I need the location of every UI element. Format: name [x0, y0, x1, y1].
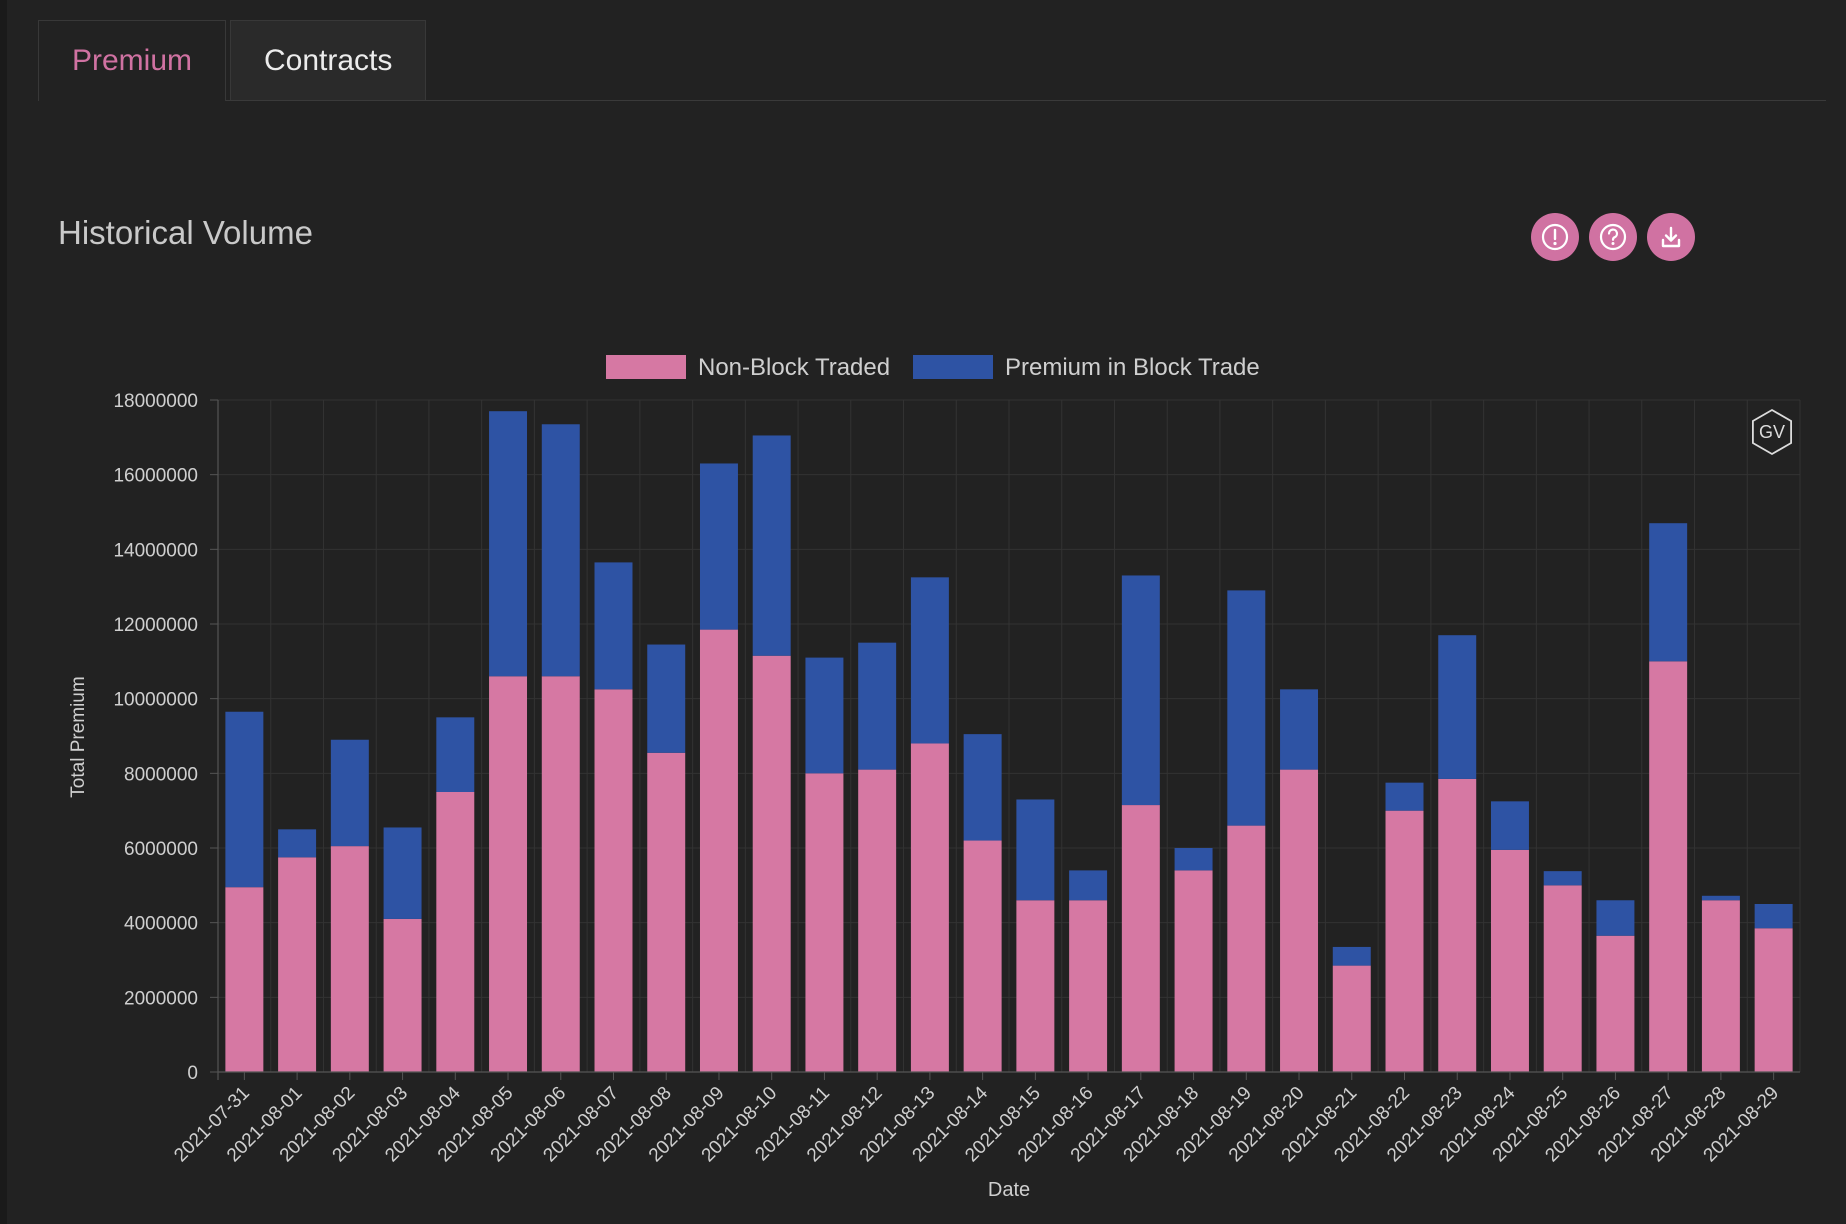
- bar-block[interactable]: [1754, 904, 1793, 929]
- watermark-logo: GV: [1752, 408, 1792, 456]
- bar-non-block[interactable]: [1490, 849, 1529, 1072]
- y-tick-label: 14000000: [113, 540, 198, 561]
- tab-premium[interactable]: Premium: [38, 20, 227, 101]
- bar-block[interactable]: [1490, 801, 1529, 850]
- bar-block[interactable]: [1438, 635, 1477, 779]
- y-tick-label: 6000000: [124, 839, 198, 860]
- bar-block[interactable]: [1332, 946, 1371, 966]
- legend-swatch-block[interactable]: [913, 355, 993, 379]
- download-button[interactable]: [1647, 213, 1695, 261]
- bar-block[interactable]: [1280, 689, 1319, 770]
- legend-label-non-block[interactable]: Non-Block Traded: [698, 354, 890, 381]
- bar-non-block[interactable]: [647, 752, 686, 1072]
- help-icon: [1599, 223, 1627, 251]
- bar-non-block[interactable]: [594, 689, 633, 1072]
- bar-block[interactable]: [858, 642, 897, 770]
- help-button[interactable]: [1589, 213, 1637, 261]
- bar-non-block[interactable]: [1649, 661, 1688, 1072]
- bar-non-block[interactable]: [1227, 825, 1266, 1072]
- bar-non-block[interactable]: [699, 629, 738, 1072]
- bar-block[interactable]: [699, 463, 738, 630]
- bar-non-block[interactable]: [1121, 805, 1160, 1072]
- bar-block[interactable]: [805, 657, 844, 774]
- bar-block[interactable]: [541, 424, 580, 677]
- bar-non-block[interactable]: [436, 792, 475, 1072]
- bar-block[interactable]: [647, 644, 686, 753]
- bar-block[interactable]: [1596, 900, 1635, 936]
- bar-block[interactable]: [594, 562, 633, 690]
- bar-non-block[interactable]: [910, 743, 949, 1072]
- bar-non-block[interactable]: [1174, 870, 1213, 1072]
- legend-label-block[interactable]: Premium in Block Trade: [1005, 354, 1260, 381]
- bars: [225, 411, 1793, 1072]
- bar-block[interactable]: [752, 435, 791, 656]
- info-icon: [1541, 223, 1569, 251]
- bar-non-block[interactable]: [1596, 935, 1635, 1072]
- y-tick-label: 10000000: [113, 690, 198, 711]
- bar-block[interactable]: [1121, 575, 1160, 806]
- y-tick-label: 2000000: [124, 988, 198, 1009]
- x-axis-title: Date: [988, 1179, 1030, 1201]
- legend-swatch-non-block[interactable]: [606, 355, 686, 379]
- bar-block[interactable]: [383, 827, 422, 919]
- bar-block[interactable]: [1701, 895, 1740, 901]
- tab-contracts[interactable]: Contracts: [230, 20, 427, 100]
- download-icon: [1661, 226, 1681, 248]
- bar-non-block[interactable]: [963, 840, 1002, 1072]
- y-axis-title: Total Premium: [68, 676, 89, 797]
- bar-block[interactable]: [436, 717, 475, 792]
- bar-non-block[interactable]: [1543, 885, 1582, 1072]
- bar-non-block[interactable]: [858, 769, 897, 1072]
- bar-non-block[interactable]: [1438, 778, 1477, 1072]
- bar-block[interactable]: [225, 711, 264, 888]
- info-button[interactable]: [1531, 213, 1579, 261]
- y-tick-label: 16000000: [113, 466, 198, 487]
- bar-block[interactable]: [1543, 871, 1582, 886]
- bar-non-block[interactable]: [489, 676, 528, 1072]
- bar-block[interactable]: [1649, 523, 1688, 662]
- bar-block[interactable]: [1069, 870, 1108, 901]
- bar-non-block[interactable]: [1069, 900, 1108, 1072]
- watermark-text: GV: [1759, 422, 1785, 442]
- y-tick-label: 18000000: [113, 391, 198, 412]
- bar-block[interactable]: [330, 739, 369, 847]
- left-edge: [0, 0, 7, 1224]
- bar-non-block[interactable]: [330, 846, 369, 1072]
- tab-bar: Premium Contracts: [38, 20, 1826, 101]
- bar-block[interactable]: [1016, 799, 1055, 901]
- bar-non-block[interactable]: [383, 918, 422, 1072]
- bar-non-block[interactable]: [1280, 769, 1319, 1072]
- y-tick-label: 12000000: [113, 615, 198, 636]
- bar-non-block[interactable]: [1385, 810, 1424, 1072]
- bar-non-block[interactable]: [805, 773, 844, 1072]
- stacked-bar-chart: 0 2000000 4000000 6000000 8000000 10000000 120…: [68, 354, 1801, 1201]
- y-tick-label: 0: [187, 1063, 198, 1084]
- bar-non-block[interactable]: [1016, 900, 1055, 1072]
- bar-non-block[interactable]: [541, 676, 580, 1072]
- bar-block[interactable]: [489, 411, 528, 677]
- bar-non-block[interactable]: [225, 887, 264, 1072]
- bar-non-block[interactable]: [1701, 900, 1740, 1072]
- legend[interactable]: Non-Block Traded Premium in Block Trade: [606, 354, 1260, 381]
- bar-non-block[interactable]: [752, 655, 791, 1072]
- bar-block[interactable]: [278, 829, 317, 858]
- bar-block[interactable]: [910, 577, 949, 744]
- bar-block[interactable]: [963, 734, 1002, 841]
- bar-non-block[interactable]: [1332, 965, 1371, 1072]
- y-tick-label: 4000000: [124, 914, 198, 935]
- bar-non-block[interactable]: [278, 857, 317, 1072]
- bar-non-block[interactable]: [1754, 928, 1793, 1072]
- bar-block[interactable]: [1174, 848, 1213, 871]
- section-title: Historical Volume: [58, 214, 313, 251]
- bar-block[interactable]: [1227, 590, 1266, 826]
- y-tick-label: 8000000: [124, 764, 198, 785]
- bar-block[interactable]: [1385, 782, 1424, 811]
